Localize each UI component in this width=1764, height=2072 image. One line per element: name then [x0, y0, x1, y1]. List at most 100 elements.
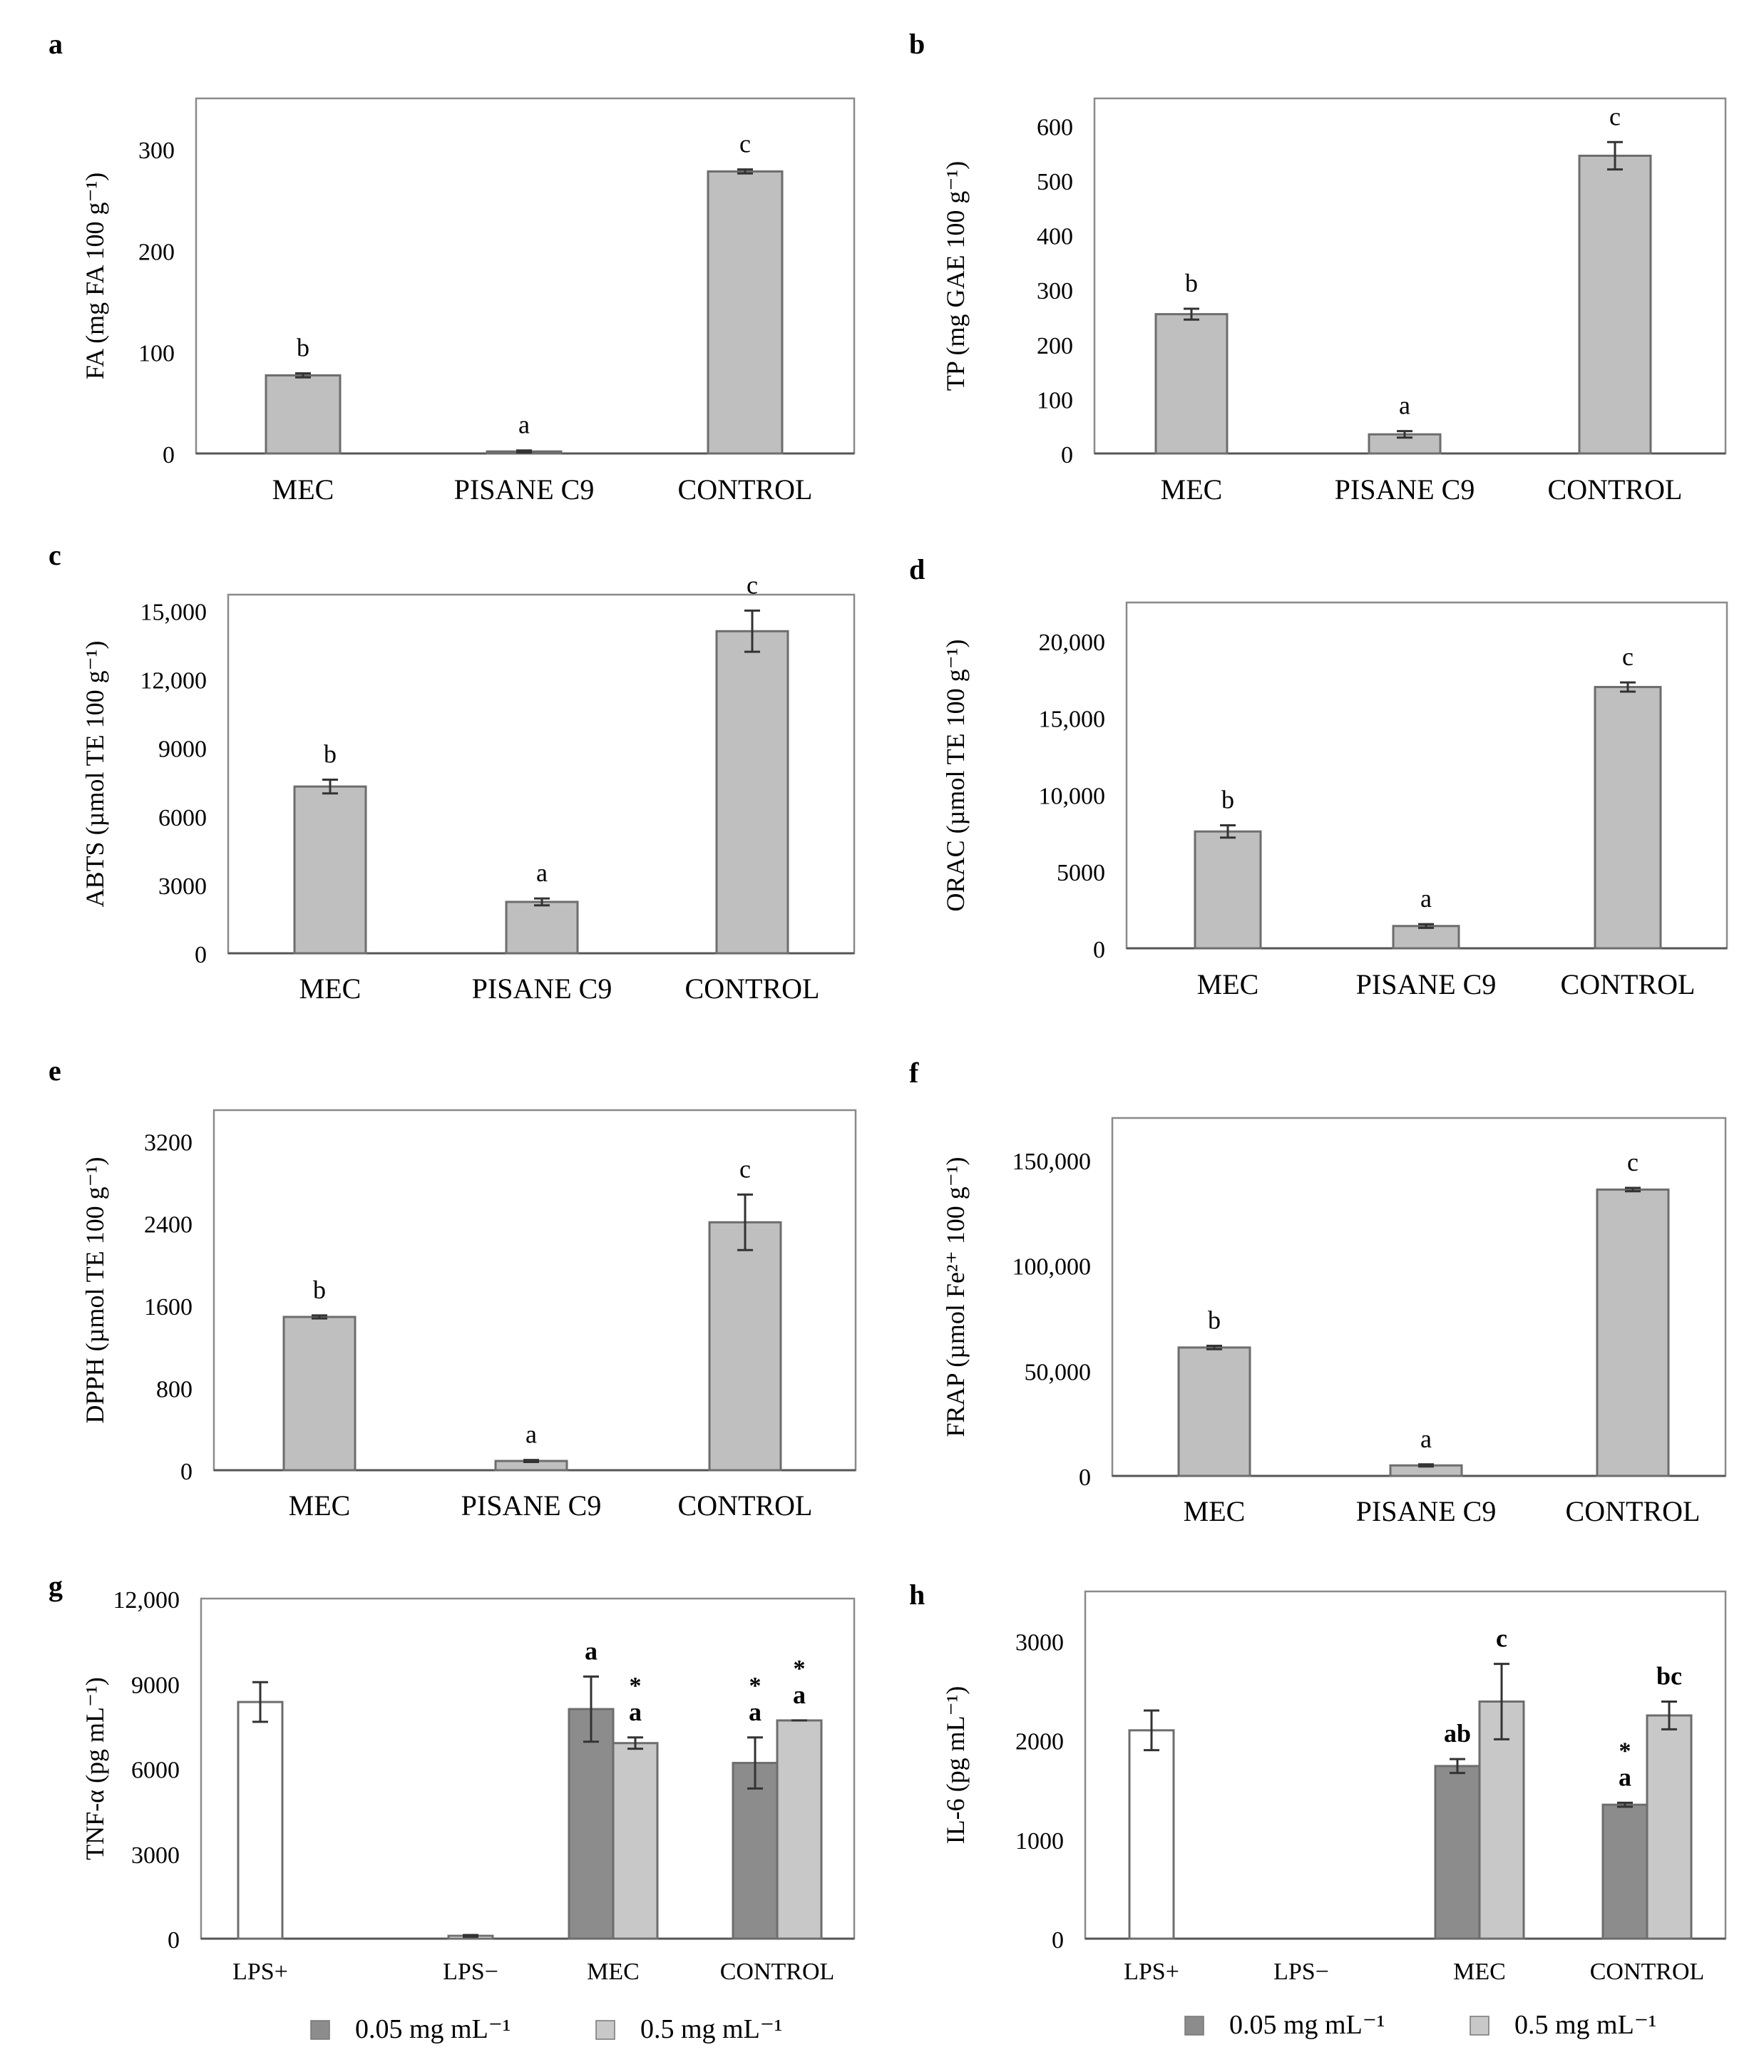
x-tick-label: LPS+ — [232, 1959, 288, 1985]
panel-h: h 0 1000 2000 3000 IL-6 (pg mL⁻¹) LPS+ LPS− MEC C… — [909, 1579, 1727, 1985]
x-tick-label: PISANE C9 — [454, 473, 595, 506]
x-tick-label: MEC — [587, 1959, 640, 1985]
significance-star: * — [1619, 1738, 1631, 1764]
legend-swatch — [595, 2020, 615, 2040]
y-tick-label: 6000 — [158, 805, 207, 831]
panel-label: b — [909, 28, 925, 60]
legend-swatch — [1184, 2016, 1204, 2036]
legend-swatch — [1470, 2016, 1489, 2036]
significance-letter: ab — [1444, 1719, 1471, 1748]
bar — [282, 1315, 357, 1472]
y-axis-label: FRAP (µmol Fe²⁺ 100 g⁻¹) — [941, 1156, 970, 1437]
bar — [1177, 1346, 1251, 1477]
bar — [505, 901, 579, 955]
legend-h: 0.05 mg mL⁻¹ 0.5 mg mL⁻¹ — [1184, 2010, 1656, 2040]
y-tick-label: 0 — [168, 1927, 180, 1954]
bar — [776, 1719, 823, 1940]
y-tick-label: 50,000 — [1025, 1359, 1092, 1385]
legend-label: 0.5 mg mL⁻¹ — [640, 2014, 782, 2044]
panel-b: b 0 100 200 300 400 500 600 TP (mg GAE 100 g⁻¹) M… — [909, 28, 1727, 506]
y-tick-label: 0 — [1093, 937, 1105, 963]
bar — [1434, 1765, 1481, 1940]
y-tick-label: 0 — [1052, 1927, 1064, 1954]
panel-label: d — [909, 553, 925, 585]
significance-letter: a — [518, 411, 530, 439]
significance-letter: c — [739, 1154, 751, 1183]
y-tick-label: 0 — [180, 1459, 193, 1485]
significance-letter: c — [739, 130, 751, 158]
x-tick-label: PISANE C9 — [472, 973, 612, 1005]
legend-swatch — [310, 2020, 330, 2040]
x-tick-label: CONTROL — [1561, 968, 1696, 1000]
y-tick-label: 1600 — [144, 1294, 193, 1320]
x-tick-label: MEC — [299, 973, 361, 1005]
y-tick-label: 9000 — [131, 1672, 180, 1698]
y-tick-label: 3000 — [158, 873, 207, 900]
x-tick-label: MEC — [289, 1489, 351, 1522]
panel-label: g — [48, 1570, 63, 1602]
panel-label: h — [909, 1579, 925, 1611]
significance-letter: a — [793, 1681, 806, 1709]
x-tick-label: CONTROL — [678, 473, 813, 506]
bar — [568, 1708, 615, 1940]
y-tick-label: 400 — [1037, 224, 1073, 250]
x-tick-label: PISANE C9 — [461, 1489, 602, 1522]
y-tick-label: 15,000 — [140, 599, 207, 625]
y-tick-label: 200 — [1037, 333, 1073, 359]
y-tick-label: 0 — [1061, 442, 1073, 468]
y-tick-label: 12,000 — [140, 668, 207, 694]
bar — [1392, 925, 1460, 950]
y-axis-label: ORAC (µmol TE 100 g⁻¹) — [941, 640, 970, 912]
significance-letter: c — [1609, 102, 1621, 130]
panel-a: a 0 100 200 300 FA (mg FA 100 g⁻¹) MEC PISANE C… — [48, 28, 856, 506]
significance-letter: b — [1185, 269, 1198, 297]
bar — [237, 1701, 284, 1940]
significance-letter: bc — [1656, 1661, 1682, 1690]
legend-label: 0.05 mg mL⁻¹ — [1229, 2010, 1385, 2040]
significance-letter: b — [1221, 786, 1234, 814]
significance-letter: a — [749, 1698, 762, 1726]
panel-label: e — [48, 1055, 61, 1087]
significance-letter: c — [1496, 1624, 1507, 1653]
x-tick-label: CONTROL — [1548, 473, 1683, 506]
bar — [1128, 1729, 1175, 1940]
y-tick-label: 100,000 — [1012, 1254, 1092, 1281]
y-tick-label: 200 — [138, 239, 175, 265]
y-axis-label: TNF-α (pg mL⁻¹) — [81, 1677, 109, 1860]
significance-letter: b — [297, 334, 309, 362]
bar — [1594, 686, 1662, 950]
significance-letter: a — [585, 1636, 598, 1665]
y-tick-label: 3000 — [1015, 1630, 1064, 1656]
y-tick-label: 12,000 — [113, 1587, 180, 1614]
significance-star: * — [794, 1656, 806, 1682]
x-tick-label: MEC — [1197, 968, 1259, 1000]
panel-label: a — [48, 28, 63, 60]
x-tick-label: CONTROL — [720, 1959, 835, 1985]
bar — [1478, 1700, 1525, 1940]
x-tick-label: LPS+ — [1124, 1959, 1179, 1985]
significance-star: * — [630, 1673, 642, 1699]
y-tick-label: 1000 — [1015, 1828, 1064, 1855]
significance-letter: b — [1208, 1306, 1221, 1335]
x-tick-label: MEC — [272, 473, 334, 506]
bar — [1578, 154, 1652, 455]
panel-label: c — [48, 539, 61, 571]
y-tick-label: 100 — [1037, 387, 1073, 414]
panel-label: f — [909, 1057, 919, 1089]
x-tick-label: CONTROL — [685, 973, 820, 1005]
significance-letter: c — [1622, 642, 1634, 671]
y-axis-label: DPPH (µmol TE 100 g⁻¹) — [81, 1157, 109, 1424]
y-tick-label: 0 — [1079, 1465, 1091, 1491]
y-axis-label: IL-6 (pg mL⁻¹) — [941, 1686, 970, 1845]
panel-d: d 0 5000 10,000 15,000 20,000 ORAC (µmol TE 10… — [909, 553, 1728, 1000]
significance-letter: a — [1420, 884, 1432, 913]
y-tick-label: 10,000 — [1039, 783, 1106, 809]
significance-letter: a — [536, 858, 548, 887]
y-axis-label: FA (mg FA 100 g⁻¹) — [81, 173, 109, 380]
bar — [708, 1221, 782, 1472]
y-tick-label: 500 — [1037, 169, 1073, 195]
x-tick-label: LPS− — [443, 1959, 498, 1985]
significance-letter: a — [1399, 391, 1410, 420]
significance-letter: b — [313, 1276, 326, 1304]
bar — [707, 170, 784, 455]
